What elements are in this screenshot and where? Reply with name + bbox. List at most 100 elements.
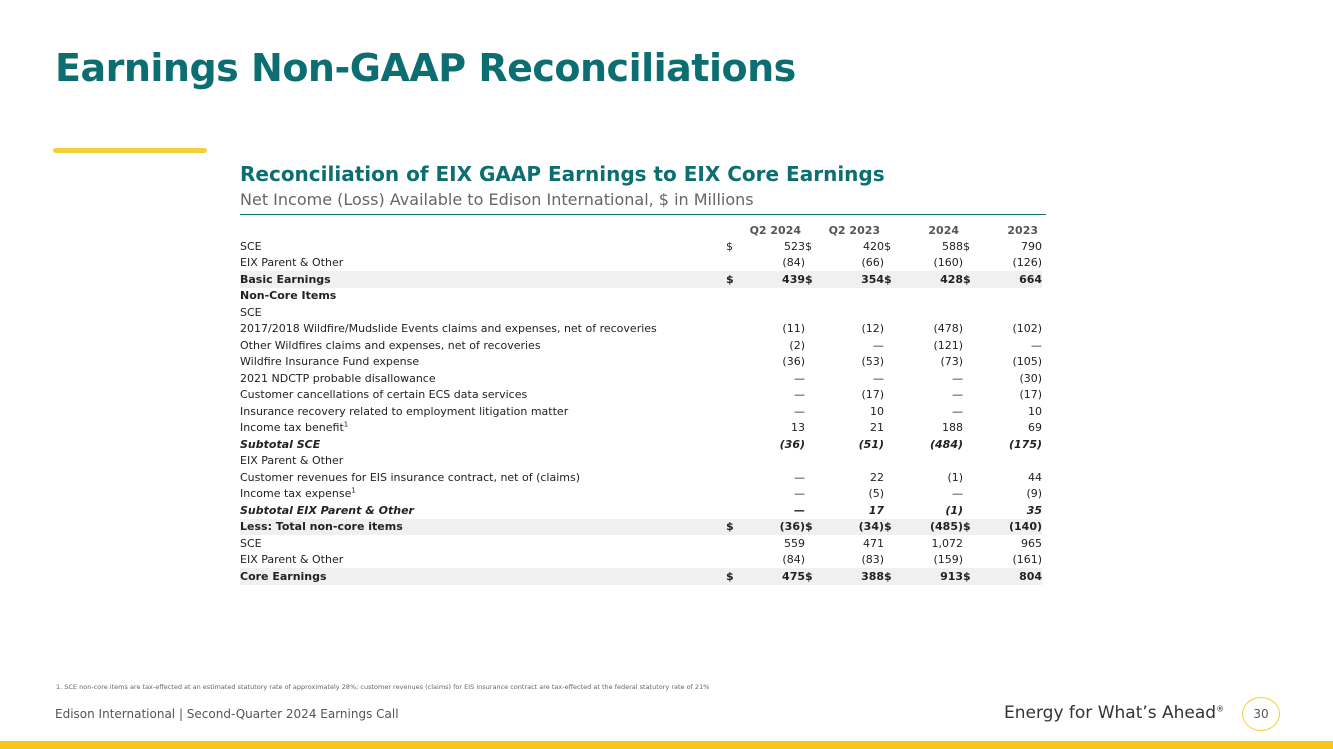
table-row: SCE 559 471 1,072 965 [240, 535, 1042, 552]
table-row: 2021 NDCTP probable disallowance — — — (… [240, 370, 1042, 387]
column-header: Q2 2023 [828, 224, 881, 237]
table-row: Wildfire Insurance Fund expense (36) (53… [240, 354, 1042, 371]
cell-value: 388 [819, 568, 885, 585]
cell-value: (51) [858, 437, 885, 451]
row-label: Subtotal EIX Parent & Other [240, 503, 414, 517]
cell-value: 21 [870, 421, 885, 435]
page-number: 30 [1242, 697, 1280, 731]
table-row: EIX Parent & Other (84) (83) (159) (161) [240, 552, 1042, 569]
cell-value: 428 [898, 271, 964, 288]
cell-value: (105) [1012, 355, 1043, 369]
cell-value: (30) [1019, 371, 1043, 385]
cell-value: (2) [789, 338, 806, 352]
cell-value: 22 [870, 470, 885, 484]
cell-value: 790 [1021, 239, 1043, 253]
currency-symbol: $ [884, 271, 899, 288]
table-row: Other Wildfires claims and expenses, net… [240, 337, 1042, 354]
cell-value: — [794, 388, 806, 402]
cell-value: 588 [942, 239, 964, 253]
table-row: Income tax expense1 — (5) — (9) [240, 486, 1042, 503]
cell-value: 559 [784, 536, 806, 550]
column-header: Q2 2024 [749, 224, 802, 237]
cell-value: (161) [1012, 553, 1043, 567]
table-row: EIX Parent & Other (84) (66) (160) (126) [240, 255, 1042, 272]
reconciliation-table: Q2 2024 Q2 2023 2024 2023 SCE $ 523 $ 42… [240, 223, 1043, 585]
row-label: SCE [240, 536, 262, 550]
row-label: Non-Core Items [240, 289, 337, 303]
row-label: Other Wildfires claims and expenses, net… [240, 338, 541, 352]
table-row: Non-Core Items [240, 288, 1042, 305]
cell-value: (12) [861, 322, 885, 336]
row-label: Income tax expense1 [240, 486, 356, 501]
table-row: Subtotal SCE (36) (51) (484) (175) [240, 436, 1042, 453]
cell-value: 664 [977, 271, 1043, 288]
cell-value: 804 [977, 568, 1043, 585]
cell-value: 44 [1028, 470, 1043, 484]
table-row: EIX Parent & Other [240, 453, 1042, 470]
cell-value: 35 [1026, 503, 1043, 517]
row-label: Customer cancellations of certain ECS da… [240, 388, 528, 402]
row-label: Subtotal SCE [240, 437, 321, 451]
currency-symbol: $ [963, 271, 978, 288]
cell-value: (5) [868, 487, 885, 501]
accent-line [53, 148, 207, 153]
cell-value: (140) [977, 518, 1043, 535]
row-label: Customer revenues for EIS insurance cont… [240, 470, 581, 484]
currency-symbol: $ [805, 239, 813, 253]
cell-value: — [873, 371, 885, 385]
currency-symbol: $ [805, 271, 820, 288]
cell-value: (84) [782, 553, 806, 567]
cell-value: (83) [861, 553, 885, 567]
cell-value: 420 [863, 239, 885, 253]
cell-value: (1) [945, 503, 964, 517]
cell-value: 354 [819, 271, 885, 288]
cell-value: (175) [1009, 437, 1043, 451]
currency-symbol: $ [726, 271, 740, 288]
cell-value: — [794, 371, 806, 385]
currency-symbol: $ [963, 239, 971, 253]
footnote: 1. SCE non-core items are tax-effected a… [56, 683, 710, 691]
row-label: Less: Total non-core items [240, 518, 726, 535]
row-label: EIX Parent & Other [240, 454, 344, 468]
currency-symbol: $ [884, 518, 899, 535]
cell-value: — [952, 487, 964, 501]
cell-value: (121) [933, 338, 964, 352]
row-label: Income tax benefit1 [240, 420, 349, 435]
row-label: EIX Parent & Other [240, 256, 344, 270]
cell-value: 10 [870, 404, 885, 418]
currency-symbol: $ [963, 568, 978, 585]
cell-value: — [794, 404, 806, 418]
footnote-marker: 1 [351, 486, 356, 495]
cell-value: 69 [1028, 421, 1043, 435]
registered-mark: ® [1216, 704, 1225, 714]
table-row: SCE $ 523 $ 420 $ 588 $ 790 [240, 238, 1042, 255]
row-label: Basic Earnings [240, 271, 726, 288]
currency-symbol: $ [884, 239, 892, 253]
cell-value: (36) [740, 518, 806, 535]
cell-value: 523 [784, 239, 806, 253]
table-row: Customer cancellations of certain ECS da… [240, 387, 1042, 404]
table-row: SCE [240, 304, 1042, 321]
table-row: Customer revenues for EIS insurance cont… [240, 469, 1042, 486]
row-label: SCE [240, 305, 262, 319]
cell-value: (73) [940, 355, 964, 369]
section-subtitle: Net Income (Loss) Available to Edison In… [240, 190, 754, 209]
cell-value: 475 [740, 568, 806, 585]
table-row: 2017/2018 Wildfire/Mudslide Events claim… [240, 321, 1042, 338]
currency-symbol: $ [884, 568, 899, 585]
cell-value: (478) [933, 322, 964, 336]
cell-value: (17) [1019, 388, 1043, 402]
cell-value: 913 [898, 568, 964, 585]
cell-value: (17) [861, 388, 885, 402]
cell-value: (159) [933, 553, 964, 567]
cell-value: — [794, 487, 806, 501]
table-row: Insurance recovery related to employment… [240, 403, 1042, 420]
cell-value: 439 [740, 271, 806, 288]
cell-value: 1,072 [931, 536, 964, 550]
bottom-accent-bar [0, 741, 1333, 749]
table-row: Less: Total non-core items $ (36) $ (34)… [240, 518, 1043, 535]
cell-value: (66) [861, 256, 885, 270]
cell-value: — [1031, 338, 1043, 352]
cell-value: (485) [898, 518, 964, 535]
cell-value: — [873, 338, 885, 352]
